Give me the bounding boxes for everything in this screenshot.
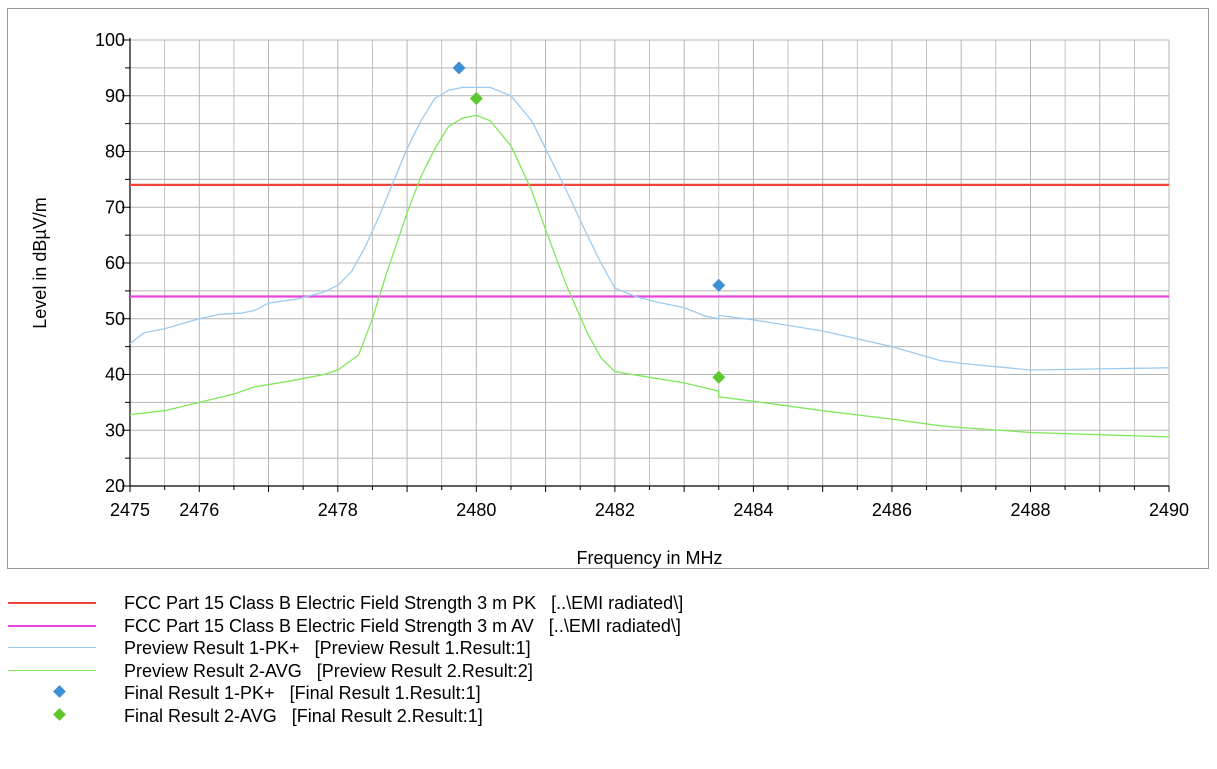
x-tick-label: 2490: [1149, 500, 1189, 520]
legend-label: Final Result 1-PK+ [Final Result 1.Resul…: [124, 683, 481, 703]
y-tick-label: 90: [105, 86, 125, 106]
chart-frame: 20 30 40 50 60 70 80 90 100 2475 2476 2478 2480 2482 2…: [7, 8, 1209, 569]
y-tick-label: 50: [105, 309, 125, 329]
series-line-4: [129, 114, 1170, 438]
legend-swatch: [8, 615, 96, 637]
legend-label: Preview Result 2-AVG [Preview Result 2.R…: [124, 660, 533, 681]
series-marker-5: [452, 61, 466, 75]
legend-line-icon: [8, 624, 96, 627]
legend-diamond-icon: [53, 707, 66, 721]
emi-chart: 20 30 40 50 60 70 80 90 100 2475 2476 2478 2480 2482 2…: [30, 30, 1189, 568]
y-tick-label: 60: [105, 253, 125, 273]
y-axis-label: Level in dBµV/m: [30, 197, 50, 328]
series-marker-6: [712, 370, 726, 384]
x-tick-label: 2480: [456, 500, 496, 520]
legend-entry: Preview Result 1-PK+ [Preview Result 1.R…: [0, 637, 1217, 659]
legend-entry: FCC Part 15 Class B Electric Field Stren…: [0, 615, 1217, 637]
legend-label: FCC Part 15 Class B Electric Field Stren…: [124, 615, 681, 636]
x-axis-label: Frequency in MHz: [576, 548, 722, 568]
y-tick-label: 70: [105, 197, 125, 217]
y-tick-label: 30: [105, 420, 125, 440]
legend-swatch: [8, 660, 96, 682]
legend-line-icon: [8, 647, 96, 648]
legend-entry: Final Result 2-AVG [Final Result 2.Resul…: [0, 705, 1217, 727]
y-tick-label: 100: [95, 30, 125, 50]
legend-line-icon: [8, 669, 96, 671]
series-marker-6: [469, 92, 483, 106]
legend-swatch: [8, 592, 96, 614]
series-marker-5: [712, 278, 726, 292]
legend-swatch: [8, 682, 96, 704]
legend-swatch: [8, 637, 96, 659]
legend-label: Preview Result 1-PK+ [Preview Result 1.R…: [124, 638, 531, 658]
x-tick-label: 2475: [110, 500, 150, 520]
x-tick-label: 2476: [179, 500, 219, 520]
x-tick-label: 2478: [318, 500, 358, 520]
x-tick-label: 2486: [872, 500, 912, 520]
legend-entry: Final Result 1-PK+ [Final Result 1.Resul…: [0, 682, 1217, 704]
legend-diamond-icon: [53, 685, 66, 698]
y-tick-label: 80: [105, 142, 125, 162]
x-tick-label: 2488: [1010, 500, 1050, 520]
legend-label: Final Result 2-AVG [Final Result 2.Resul…: [124, 705, 483, 726]
y-tick-label: 20: [105, 476, 125, 496]
y-tick-label: 40: [105, 365, 125, 385]
legend-entry: FCC Part 15 Class B Electric Field Stren…: [0, 592, 1217, 614]
legend-label: FCC Part 15 Class B Electric Field Stren…: [124, 593, 684, 613]
legend-line-icon: [8, 602, 96, 604]
legend-entry: Preview Result 2-AVG [Preview Result 2.R…: [0, 660, 1217, 682]
x-tick-label: 2482: [595, 500, 635, 520]
legend-swatch: [8, 705, 96, 727]
series-line-3: [129, 86, 1170, 371]
x-tick-label: 2484: [733, 500, 773, 520]
